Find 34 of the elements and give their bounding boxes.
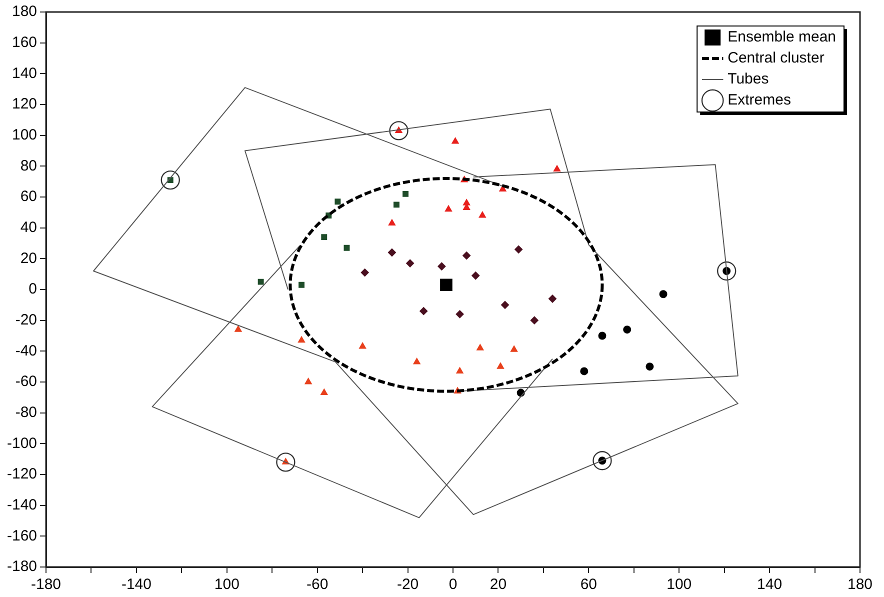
y-tick-label: 20 bbox=[20, 250, 38, 267]
x-tick-label: -20 bbox=[396, 576, 419, 594]
x-tick-label: -60 bbox=[306, 576, 328, 594]
y-tick-label: -120 bbox=[6, 466, 38, 483]
x-tick-label: 100 bbox=[666, 576, 692, 594]
legend-label: Tubes bbox=[728, 70, 769, 88]
x-tick-label: -180 bbox=[31, 576, 62, 594]
x-tick-label: 20 bbox=[490, 576, 507, 594]
x-tick-label: 180 bbox=[847, 576, 873, 594]
y-tick-label: -140 bbox=[6, 496, 38, 514]
y-tick-label: 120 bbox=[12, 96, 38, 113]
y-tick-label: -40 bbox=[15, 342, 38, 360]
legend-label: Central cluster bbox=[728, 50, 824, 67]
y-tick-label: -160 bbox=[6, 527, 38, 544]
legend-label: Extremes bbox=[728, 92, 791, 109]
legend-label: Ensemble mean bbox=[728, 28, 836, 46]
y-tick-label: 100 bbox=[12, 126, 38, 144]
x-tick-label: -140 bbox=[121, 576, 152, 594]
y-tick-label: -60 bbox=[15, 373, 38, 390]
y-tick-label: -80 bbox=[15, 404, 38, 421]
x-tick-label: 100 bbox=[214, 576, 240, 594]
x-tick-label: 140 bbox=[757, 576, 782, 594]
y-tick-label: -100 bbox=[6, 434, 38, 452]
y-tick-label: 140 bbox=[12, 64, 38, 82]
y-tick-label: -20 bbox=[15, 311, 38, 328]
y-tick-label: 80 bbox=[20, 157, 38, 174]
y-tick-label: 180 bbox=[12, 3, 38, 20]
y-tick-label: 40 bbox=[20, 218, 38, 236]
x-tick-label: 60 bbox=[580, 576, 598, 594]
y-tick-label: 160 bbox=[12, 34, 38, 51]
x-tick-label: 0 bbox=[448, 576, 458, 594]
y-tick-label: 0 bbox=[28, 280, 38, 298]
y-tick-label: 60 bbox=[20, 188, 38, 206]
y-tick-label: -180 bbox=[6, 558, 38, 576]
